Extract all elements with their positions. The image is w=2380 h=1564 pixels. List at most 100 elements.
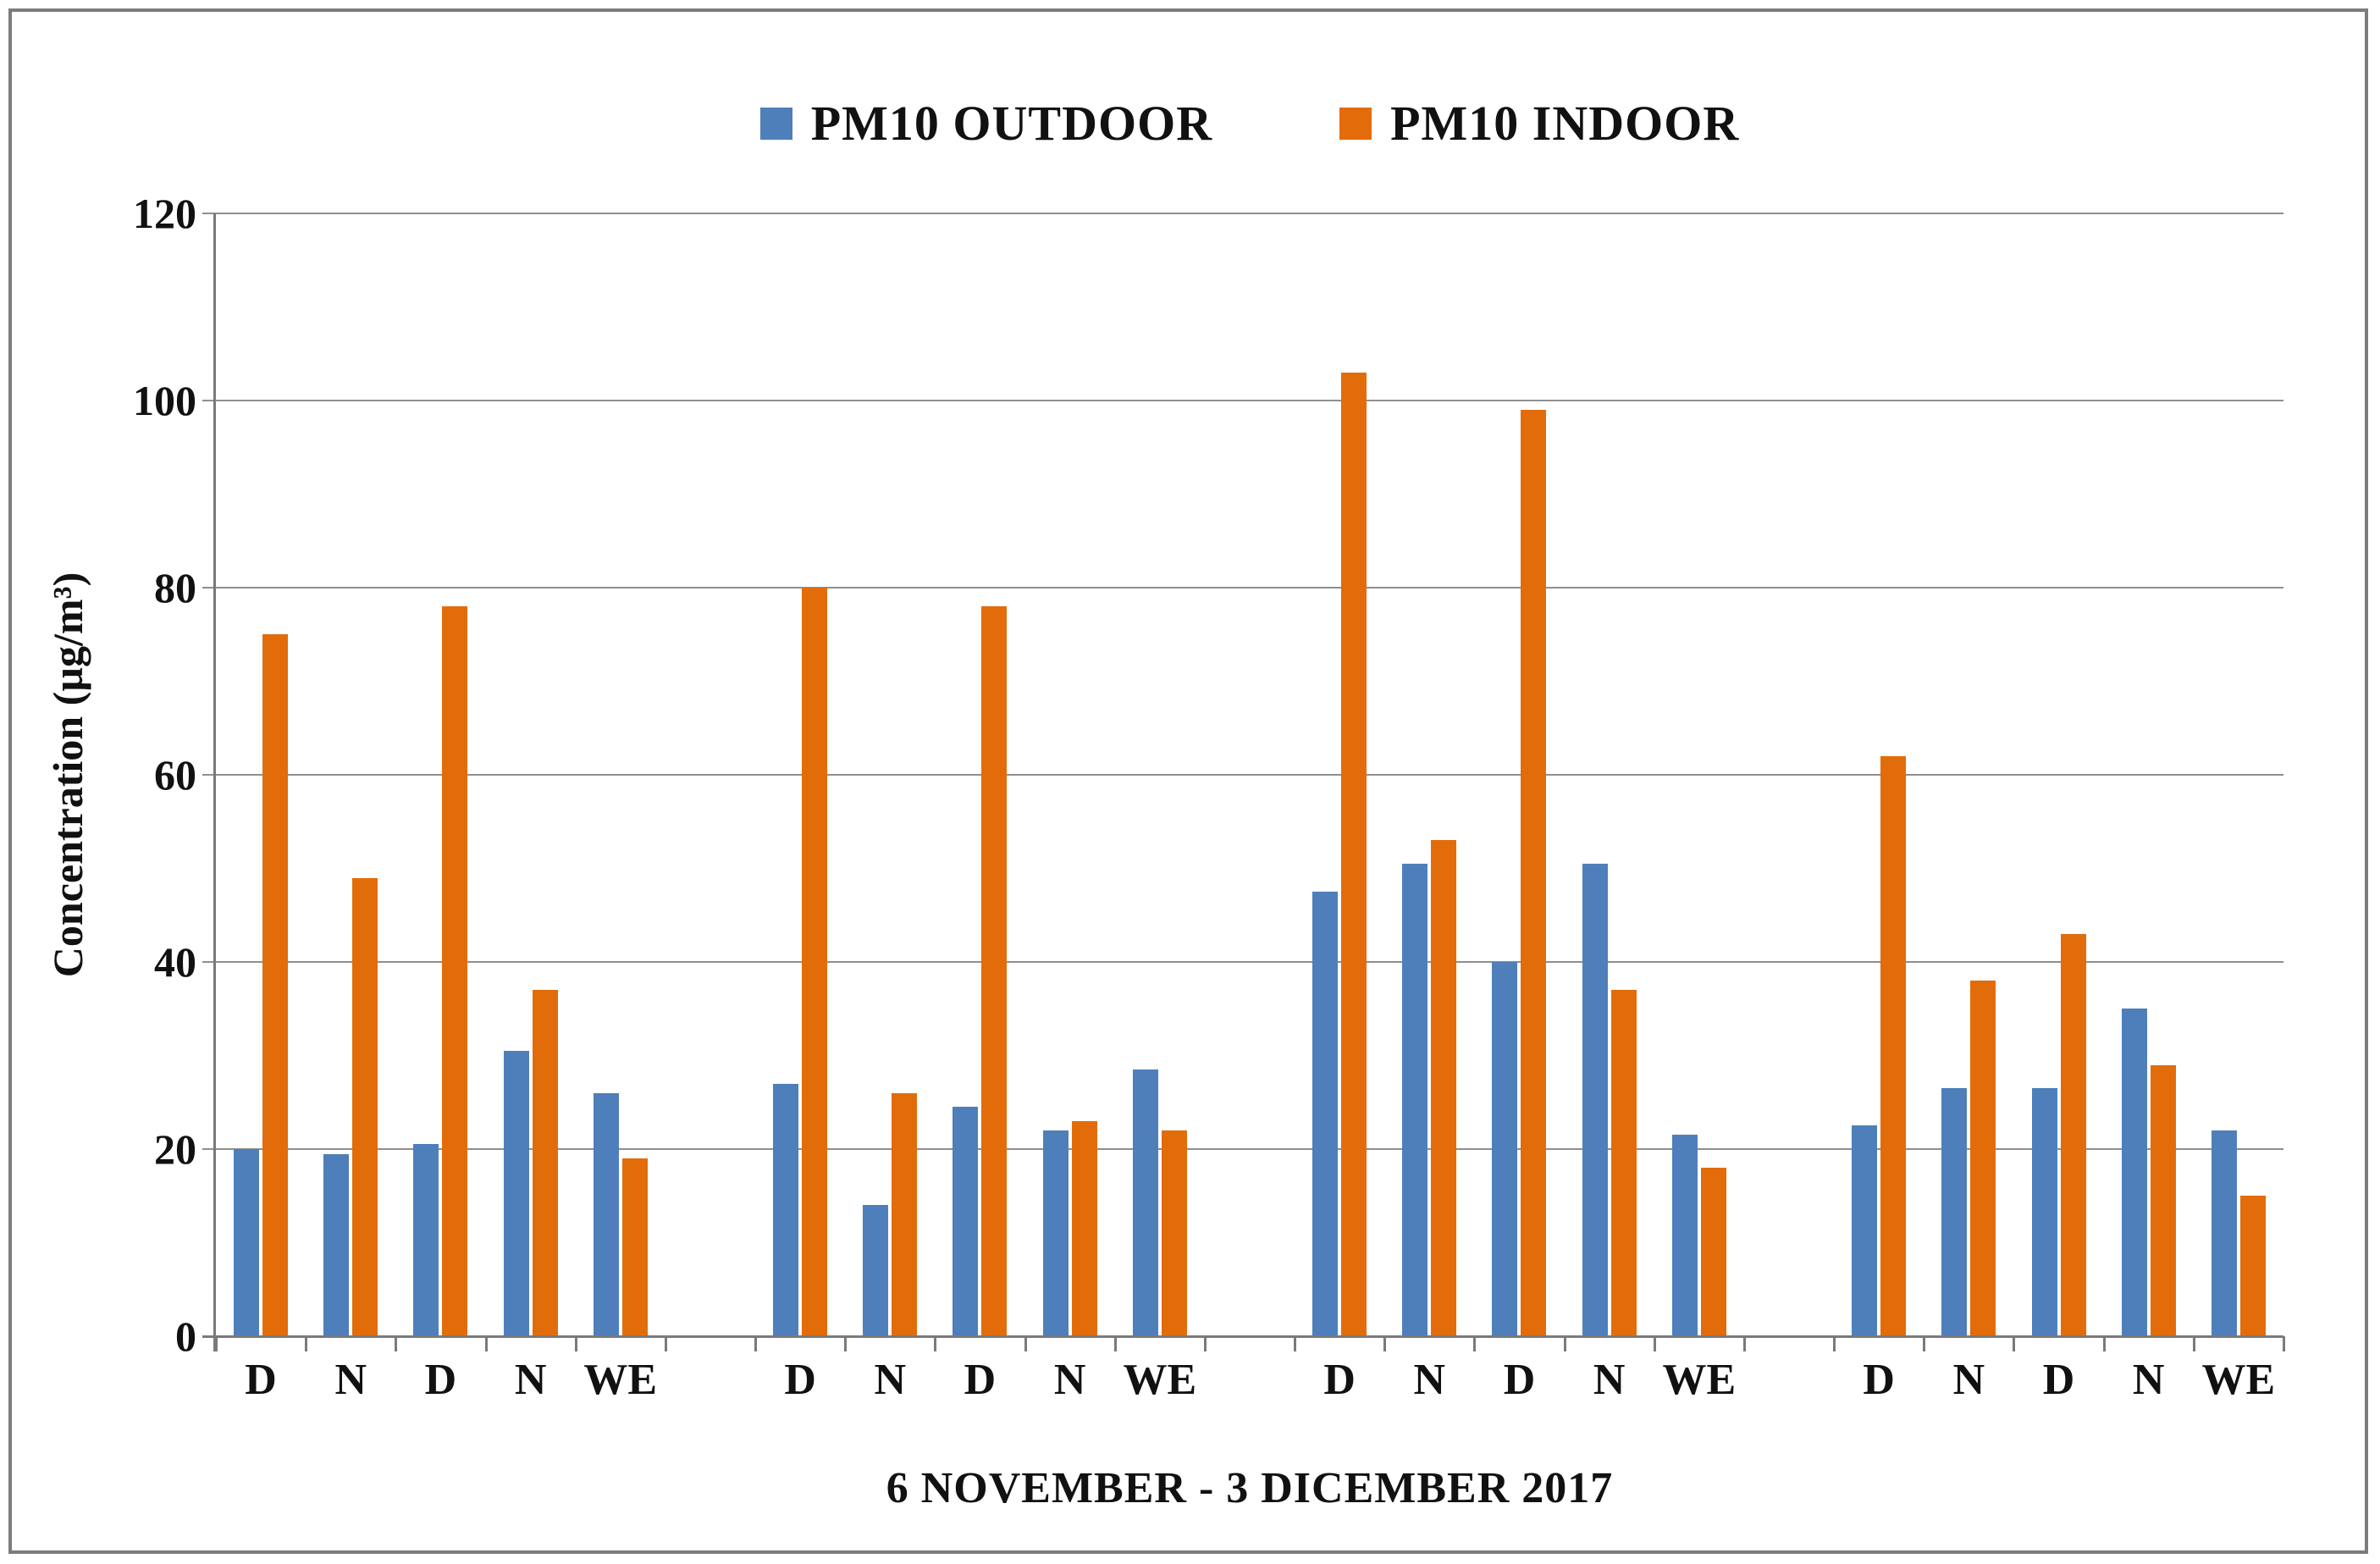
bar-pm10-outdoor: [2031, 1088, 2057, 1336]
x-tick-mark: [1742, 1336, 1746, 1351]
slot-we-4: WE: [576, 213, 665, 1402]
x-category-label-d: D: [424, 1356, 457, 1404]
y-tick-label-100: 100: [133, 377, 196, 424]
bar-pm10-indoor: [262, 634, 289, 1336]
gridline-20: [202, 1148, 2283, 1150]
bar-pm10-indoor: [892, 1092, 918, 1336]
slot-n-15: N: [1565, 213, 1654, 1402]
legend: PM10 OUTDOOR PM10 INDOOR: [216, 95, 2283, 152]
bar-pm10-indoor: [981, 606, 1008, 1336]
bar-pm10-indoor: [532, 990, 558, 1336]
bar-pm10-indoor: [1521, 410, 1547, 1336]
bar-slots: D N D N WE D N D N WE D N D N WE D N D N WE: [216, 213, 2283, 1402]
slot-n-21: N: [2104, 213, 2194, 1402]
bar-pm10-indoor: [352, 877, 378, 1336]
slot-spacer: [1205, 213, 1295, 1336]
x-category-label-d: D: [245, 1356, 277, 1404]
x-tick-mark: [2283, 1336, 2285, 1351]
bar-pm10-indoor: [1970, 981, 1996, 1336]
slot-n-1: N: [306, 213, 395, 1402]
bar-pair: [1671, 213, 1726, 1336]
slot-d-18: D: [1834, 213, 1924, 1402]
gridline-40: [202, 960, 2283, 963]
slot-d-20: D: [2013, 213, 2103, 1402]
x-tick-mark: [1653, 1336, 1656, 1351]
bar-pair: [1132, 213, 1187, 1336]
bar-pair: [413, 213, 468, 1336]
y-tick-label-60: 60: [154, 751, 196, 799]
bar-pair: [1582, 213, 1637, 1336]
bar-pm10-outdoor: [503, 1050, 529, 1336]
x-tick-mark: [2102, 1336, 2106, 1351]
bar-pm10-indoor: [2060, 933, 2086, 1336]
x-tick-mark: [1833, 1336, 1836, 1351]
x-tick-mark: [1113, 1336, 1117, 1351]
bar-pm10-indoor: [2150, 1064, 2176, 1336]
bar-pm10-outdoor: [1852, 1125, 1878, 1336]
bar-pm10-outdoor: [323, 1153, 350, 1336]
x-axis-tick-marks: [215, 1336, 2285, 1355]
bar-pair: [593, 213, 648, 1336]
legend-item-indoor: PM10 INDOOR: [1339, 95, 1739, 152]
bar-pm10-outdoor: [1941, 1088, 1968, 1336]
x-category-label-n: N: [1053, 1356, 1086, 1404]
legend-label-outdoor: PM10 OUTDOOR: [810, 96, 1213, 151]
gridline-120: [202, 213, 2283, 214]
x-tick-mark: [2192, 1336, 2195, 1351]
x-category-label-n: N: [334, 1356, 367, 1404]
bar-pm10-indoor: [2239, 1196, 2266, 1336]
x-tick-mark: [305, 1336, 308, 1351]
bar-pair: [1312, 213, 1367, 1336]
x-tick-mark: [574, 1336, 577, 1351]
bar-pm10-outdoor: [2211, 1130, 2237, 1336]
bar-pm10-indoor: [1161, 1130, 1187, 1336]
x-tick-mark: [1473, 1336, 1477, 1351]
slot-d-8: D: [935, 213, 1024, 1402]
bar-pair: [323, 213, 378, 1336]
x-tick-mark: [664, 1336, 667, 1351]
bar-pm10-outdoor: [1312, 892, 1339, 1336]
x-category-label-d: D: [2042, 1356, 2075, 1404]
bar-pair: [503, 213, 558, 1336]
slot-d-6: D: [755, 213, 845, 1402]
legend-item-outdoor: PM10 OUTDOOR: [759, 95, 1213, 152]
x-tick-mark: [1383, 1336, 1387, 1351]
gridline-100: [202, 399, 2283, 401]
y-tick-label-40: 40: [154, 938, 196, 986]
x-tick-mark: [844, 1336, 848, 1351]
legend-swatch-outdoor-icon: [759, 107, 792, 140]
x-category-label-d: D: [1863, 1356, 1895, 1404]
bar-pm10-outdoor: [2121, 1009, 2147, 1336]
bar-pm10-indoor: [1880, 755, 1907, 1336]
bar-pm10-indoor: [1610, 990, 1637, 1336]
bar-pair: [1402, 213, 1457, 1336]
bar-pair: [1492, 213, 1547, 1336]
bar-pm10-indoor: [802, 588, 828, 1336]
bar-pm10-indoor: [1071, 1120, 1097, 1336]
y-tick-label-80: 80: [154, 564, 196, 611]
gridline-80: [202, 586, 2283, 589]
x-category-label-we: WE: [1662, 1356, 1737, 1404]
x-tick-mark: [215, 1336, 218, 1351]
x-category-label-we: WE: [583, 1356, 658, 1404]
bar-pair: [2121, 213, 2176, 1336]
bar-pair: [953, 213, 1008, 1336]
plot-area: D N D N WE D N D N WE D N D N WE D N D N WE: [202, 213, 2283, 1402]
x-tick-mark: [2013, 1336, 2016, 1351]
bar-pm10-outdoor: [1132, 1069, 1158, 1336]
bar-pm10-outdoor: [234, 1149, 260, 1336]
x-tick-mark: [934, 1336, 937, 1351]
y-tick-label-120: 120: [133, 190, 196, 237]
bar-pm10-indoor: [621, 1158, 648, 1336]
bar-pair: [234, 213, 289, 1336]
gridline-60: [202, 774, 2283, 776]
bar-pair: [1941, 213, 1996, 1336]
x-category-label-n: N: [874, 1356, 907, 1404]
slot-d-14: D: [1474, 213, 1564, 1402]
x-category-label-we: WE: [1123, 1356, 1197, 1404]
bar-pm10-outdoor: [593, 1092, 619, 1336]
bar-pair: [773, 213, 828, 1336]
slot-n-9: N: [1025, 213, 1115, 1402]
bar-pm10-outdoor: [413, 1144, 439, 1336]
x-axis-line: [202, 1335, 2283, 1338]
